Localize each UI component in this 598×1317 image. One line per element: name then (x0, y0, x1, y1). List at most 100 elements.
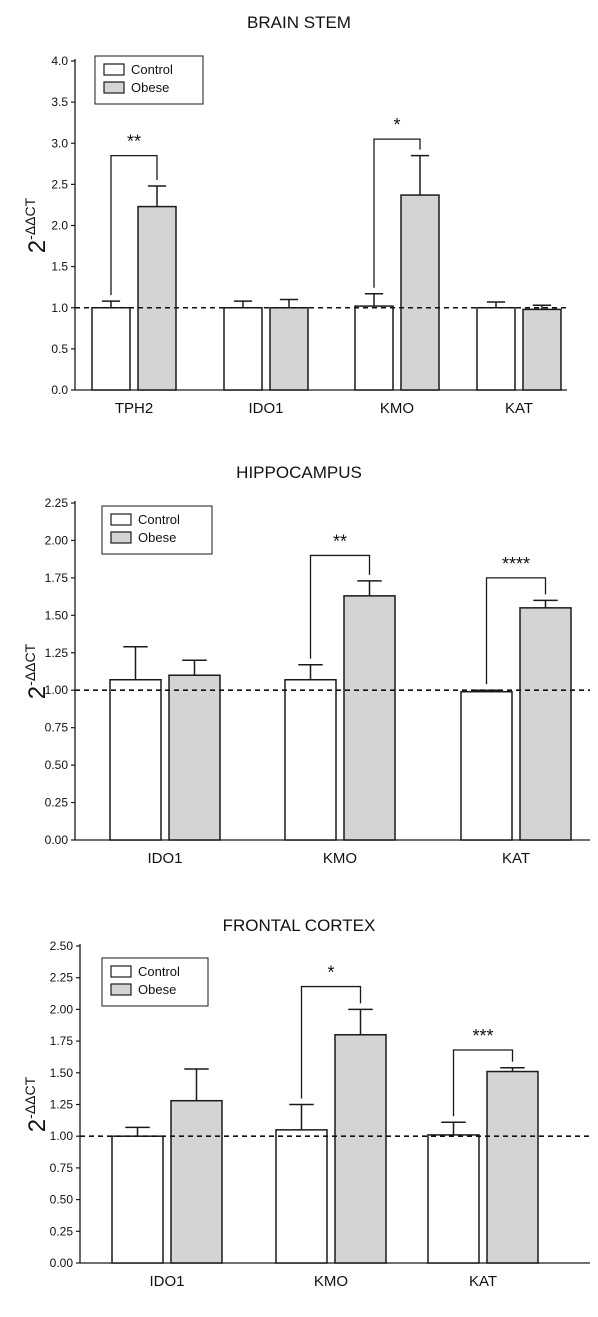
y-tick-label: 2.00 (50, 1002, 74, 1016)
y-tick-label: 0.25 (50, 1224, 74, 1238)
y-tick-label: 0.25 (45, 796, 69, 810)
legend-label-control: Control (138, 964, 180, 979)
y-tick-label: 0.00 (45, 833, 69, 847)
chart-title: FRONTAL CORTEX (223, 916, 376, 935)
y-axis-label: 2-ΔΔCT (22, 643, 51, 699)
y-tick-label: 0.50 (45, 758, 69, 772)
significance-label: ** (333, 531, 347, 551)
significance-bracket (452, 1049, 514, 1117)
x-category-label: KAT (469, 1273, 497, 1290)
y-tick-label: 1.50 (50, 1066, 74, 1080)
significance-label: *** (472, 1026, 493, 1046)
x-category-label: KMO (380, 400, 414, 417)
y-tick-label: 2.25 (50, 971, 74, 985)
y-axis-label-superscript: -ΔΔCT (22, 643, 38, 685)
y-tick-label: 2.25 (45, 496, 69, 510)
x-category-label: KAT (502, 850, 530, 867)
significance-bracket (373, 138, 421, 288)
legend-swatch-control (110, 513, 132, 526)
y-tick-label: 2.0 (51, 219, 68, 233)
legend: Control Obese (101, 957, 209, 1007)
chart-panel-1: BRAIN STEM 0.0 0.5 1.0 1.5 2.0 2.5 3.0 3.5 4.0 2-Δ… (22, 13, 567, 417)
significance-bracket (300, 985, 362, 1099)
bar-control-tph2 (91, 307, 131, 391)
y-tick-label: 0.50 (50, 1193, 74, 1207)
y-tick-label: 0.00 (50, 1256, 74, 1270)
y-tick-label: 1.25 (45, 646, 69, 660)
x-category-label: TPH2 (115, 400, 153, 417)
y-axis-label-base: 2 (24, 240, 51, 253)
bar-control-kmo (284, 678, 337, 841)
bar-control-kat (476, 307, 516, 391)
x-category-label: KMO (314, 1273, 348, 1290)
bar-control-ido1 (111, 1135, 164, 1264)
y-axis-label: 2-ΔΔCT (22, 197, 51, 253)
y-tick-label: 2.00 (45, 533, 69, 547)
y-tick-label: 4.0 (51, 54, 68, 68)
y-tick-label: 1.50 (45, 608, 69, 622)
bar-obese-ido1 (168, 674, 221, 841)
bar-obese-tph2 (137, 205, 177, 391)
y-axis-label-superscript: -ΔΔCT (22, 197, 38, 239)
y-tick-label: 1.75 (50, 1034, 74, 1048)
y-tick-label: 1.25 (50, 1098, 74, 1112)
y-axis-label-base: 2 (24, 686, 51, 699)
y-tick-label: 1.5 (51, 260, 68, 274)
chart-panel-2: HIPPOCAMPUS 0.00 0.25 0.50 0.75 1.00 1.25 1.50 1… (22, 463, 590, 867)
y-axis-label-superscript: -ΔΔCT (22, 1076, 38, 1118)
x-category-label: IDO1 (149, 1273, 184, 1290)
legend: Control Obese (94, 55, 204, 105)
legend-label-obese: Obese (138, 530, 176, 545)
significance-label: * (327, 963, 334, 983)
chart-title: HIPPOCAMPUS (236, 463, 362, 482)
legend-swatch-obese (110, 983, 132, 996)
y-tick-label: 0.5 (51, 342, 68, 356)
bar-obese-kmo (343, 595, 396, 841)
y-tick-label: 1.00 (50, 1129, 74, 1143)
bar-control-ido1 (109, 678, 162, 841)
legend-label-obese: Obese (131, 80, 169, 95)
x-category-label: IDO1 (147, 850, 182, 867)
x-category-label: IDO1 (248, 400, 283, 417)
significance-bracket (485, 577, 547, 685)
legend: Control Obese (101, 505, 213, 555)
y-tick-label: 0.0 (51, 383, 68, 397)
bar-control-kmo (354, 305, 394, 391)
y-tick-label: 2.50 (50, 939, 74, 953)
bar-obese-ido1 (170, 1099, 223, 1264)
x-category-label: KAT (505, 400, 533, 417)
legend-swatch-control (103, 63, 125, 76)
bar-obese-kat (522, 308, 562, 391)
y-tick-label: 1.00 (45, 683, 69, 697)
bar-control-kat (427, 1134, 480, 1264)
bar-control-kmo (275, 1129, 328, 1264)
y-tick-label: 0.75 (50, 1161, 74, 1175)
bar-control-ido1 (223, 307, 263, 391)
y-axis-label: 2-ΔΔCT (22, 1076, 51, 1132)
bar-obese-kmo (400, 194, 440, 391)
legend-label-obese: Obese (138, 982, 176, 997)
bar-control-kat (460, 690, 513, 841)
chart-title: BRAIN STEM (247, 13, 351, 32)
legend-label-control: Control (138, 512, 180, 527)
y-tick-label: 1.0 (51, 301, 68, 315)
legend-swatch-obese (103, 81, 125, 94)
y-tick-label: 3.5 (51, 95, 68, 109)
y-axis-label-base: 2 (24, 1119, 51, 1132)
y-tick-label: 0.75 (45, 721, 69, 735)
y-tick-label: 2.5 (51, 177, 68, 191)
bar-obese-ido1 (269, 307, 309, 391)
bar-obese-kat (519, 607, 572, 841)
bar-obese-kmo (334, 1034, 387, 1264)
significance-bracket (110, 154, 158, 296)
significance-bracket (309, 554, 371, 659)
bar-obese-kat (486, 1070, 539, 1264)
x-category-label: KMO (323, 850, 357, 867)
significance-label: **** (502, 554, 530, 574)
legend-label-control: Control (131, 62, 173, 77)
legend-swatch-control (110, 965, 132, 978)
chart-panel-3: FRONTAL CORTEX 0.00 0.25 0.50 0.75 1.00 1.25 1.… (22, 916, 590, 1290)
significance-label: ** (127, 132, 141, 152)
significance-label: * (393, 115, 400, 135)
